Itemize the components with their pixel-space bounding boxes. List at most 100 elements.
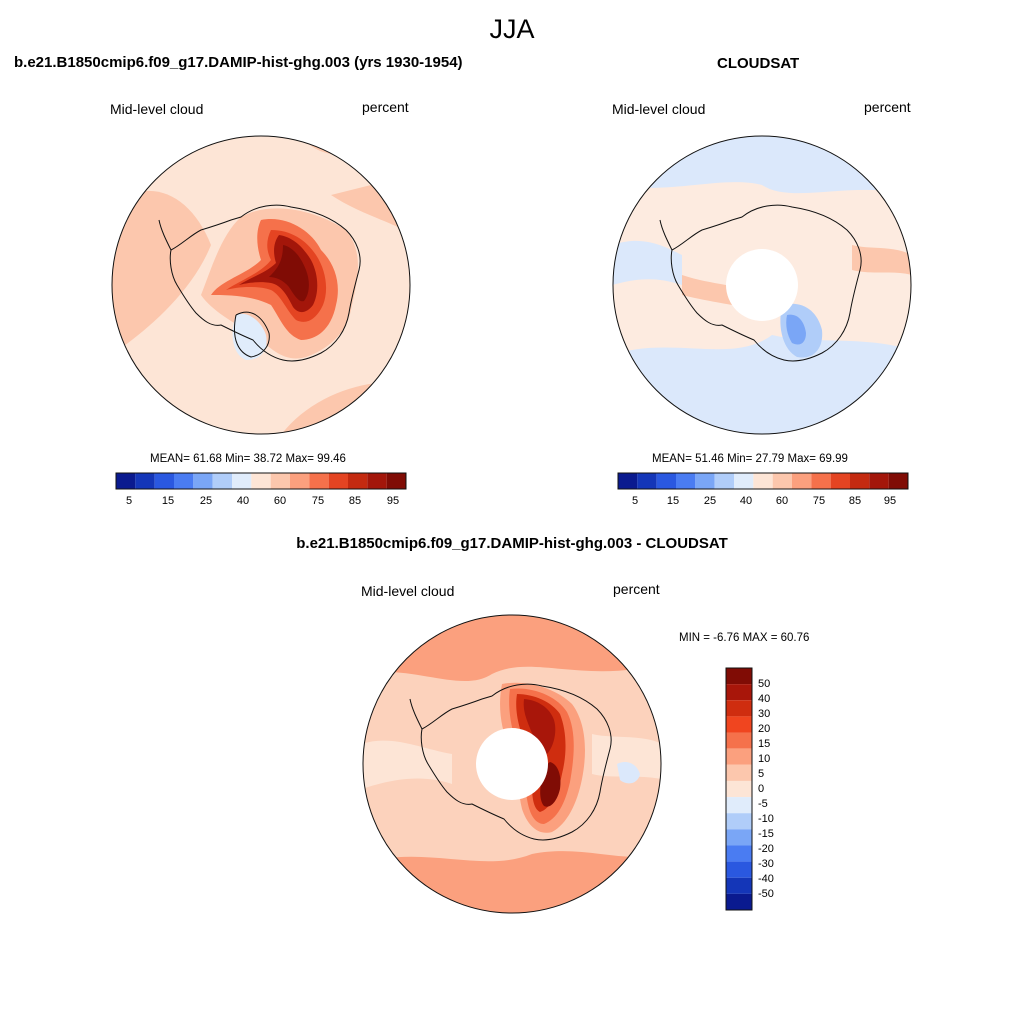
panel3-colorbar-tick: 40: [758, 693, 771, 705]
colorbar-cell: [656, 473, 676, 489]
panel2-units-label: percent: [864, 99, 911, 115]
colorbar-cell: [726, 829, 752, 846]
colorbar-cell: [232, 473, 252, 489]
panel2-map-boundary: [612, 135, 912, 435]
panel2-polar-gap: [726, 249, 798, 321]
panel3-colorbar-tick: -20: [758, 843, 774, 855]
panel1-field-band: [112, 190, 211, 355]
colorbar-cell: [726, 893, 752, 910]
panel1-stats: MEAN= 61.68 Min= 38.72 Max= 99.46: [150, 453, 346, 465]
colorbar-cell: [726, 764, 752, 781]
colorbar-cell: [290, 473, 310, 489]
colorbar-cell: [135, 473, 155, 489]
colorbar-cell: [753, 473, 773, 489]
colorbar-cell: [869, 473, 889, 489]
colorbar-cell: [726, 732, 752, 749]
colorbar-cell: [726, 700, 752, 717]
panel2-stats: MEAN= 51.46 Min= 27.79 Max= 69.99: [652, 453, 848, 465]
panel3-colorbar-tick: 30: [758, 708, 771, 720]
colorbar-cell: [270, 473, 290, 489]
colorbar-cell: [726, 668, 752, 685]
panel3-colorbar-tick: 15: [758, 738, 771, 750]
panel1-colorbar-tick: 40: [236, 495, 250, 507]
colorbar-cell: [726, 813, 752, 830]
panel3-field-patch: [617, 762, 640, 784]
panel3-colorbar-tick: 0: [758, 783, 765, 795]
panel2-colorbar: [617, 472, 909, 490]
panel3-colorbar-tick: -50: [758, 888, 774, 900]
panel2-map: [612, 135, 912, 435]
colorbar-cell: [726, 861, 752, 878]
panel1-title: b.e21.B1850cmip6.f09_g17.DAMIP-hist-ghg.…: [14, 54, 463, 71]
colorbar-cell: [726, 748, 752, 765]
colorbar-cell: [618, 473, 638, 489]
colorbar-cell: [726, 780, 752, 798]
panel2-field-band: [613, 335, 911, 434]
panel2-coastline: [670, 204, 862, 362]
colorbar-cell: [811, 473, 831, 489]
panel1-colorbar-tick: 85: [348, 495, 362, 507]
panel2-colorbar-tick: 60: [775, 495, 789, 507]
panel1-colorbar-tick: 15: [161, 495, 175, 507]
panel2-field-patch: [786, 314, 806, 345]
colorbar-cell: [888, 473, 908, 489]
panel1-variable-label: Mid-level cloud: [110, 101, 204, 117]
colorbar-cell: [726, 845, 752, 862]
panel1-coastline: [158, 219, 172, 251]
panel2-colorbar-tick: 5: [631, 495, 639, 507]
panel1-colorbar-tick: 75: [311, 495, 325, 507]
colorbar-cell: [726, 797, 752, 814]
panel3-units-label: percent: [613, 581, 660, 597]
panel1-coastline: [234, 311, 270, 358]
panel3-map: [362, 614, 662, 914]
colorbar-cell: [726, 877, 752, 894]
colorbar-cell: [251, 473, 271, 489]
panel3-variable-label: Mid-level cloud: [361, 583, 455, 599]
panel3-map-boundary: [362, 614, 662, 914]
colorbar-cell: [328, 473, 348, 489]
colorbar-cell: [726, 716, 752, 733]
colorbar-cell: [695, 473, 715, 489]
panel3-colorbar-tick: 20: [758, 723, 771, 735]
season-title: JJA: [489, 14, 535, 44]
panel3-colorbar-tick: 5: [758, 768, 765, 780]
colorbar-cell: [830, 473, 850, 489]
panel3-field-band: [363, 851, 661, 913]
colorbar-cell: [212, 473, 232, 489]
panel1-coastline: [169, 204, 361, 362]
panel1-max-contour: [269, 245, 309, 302]
colorbar-cell: [386, 473, 406, 489]
panel3-max-contour: [523, 699, 556, 755]
colorbar-cell: [734, 473, 754, 489]
colorbar-cell: [193, 473, 213, 489]
panel3-colorbar: [725, 667, 753, 911]
panel3-colorbar-tick: -40: [758, 873, 774, 885]
panel3-colorbar-tick: -5: [758, 798, 768, 810]
colorbar-cell: [676, 473, 696, 489]
panel3-stats: MIN = -6.76 MAX = 60.76: [679, 632, 810, 644]
colorbar-cell: [726, 684, 752, 701]
panel2-variable-label: Mid-level cloud: [612, 101, 706, 117]
panel3-colorbar-tick: 10: [758, 753, 771, 765]
panel1-colorbar-tick: 5: [125, 495, 133, 507]
panel3-field-band: [592, 734, 661, 779]
panel3-colorbar-tick: 50: [758, 678, 771, 690]
colorbar-cell: [309, 473, 329, 489]
panel3-colorbar-tick: -30: [758, 858, 774, 870]
colorbar-cell: [637, 473, 657, 489]
panel1-map: [111, 135, 411, 435]
panel1-colorbar: [115, 472, 407, 490]
panel1-colorbar-tick: 60: [273, 495, 287, 507]
panel1-map-boundary: [111, 135, 411, 435]
panel2-colorbar-tick: 15: [666, 495, 680, 507]
colorbar-cell: [116, 473, 136, 489]
panel3-colorbar-tick: -10: [758, 813, 774, 825]
panel3-colorbar-tick: -15: [758, 828, 774, 840]
panel2-title: CLOUDSAT: [717, 55, 800, 72]
panel3-coastline: [420, 683, 612, 841]
colorbar-cell: [850, 473, 870, 489]
panel3-title: b.e21.B1850cmip6.f09_g17.DAMIP-hist-ghg.…: [296, 535, 728, 552]
colorbar-cell: [174, 473, 194, 489]
panel1-units-label: percent: [362, 99, 409, 115]
panel2-coastline: [659, 219, 673, 251]
